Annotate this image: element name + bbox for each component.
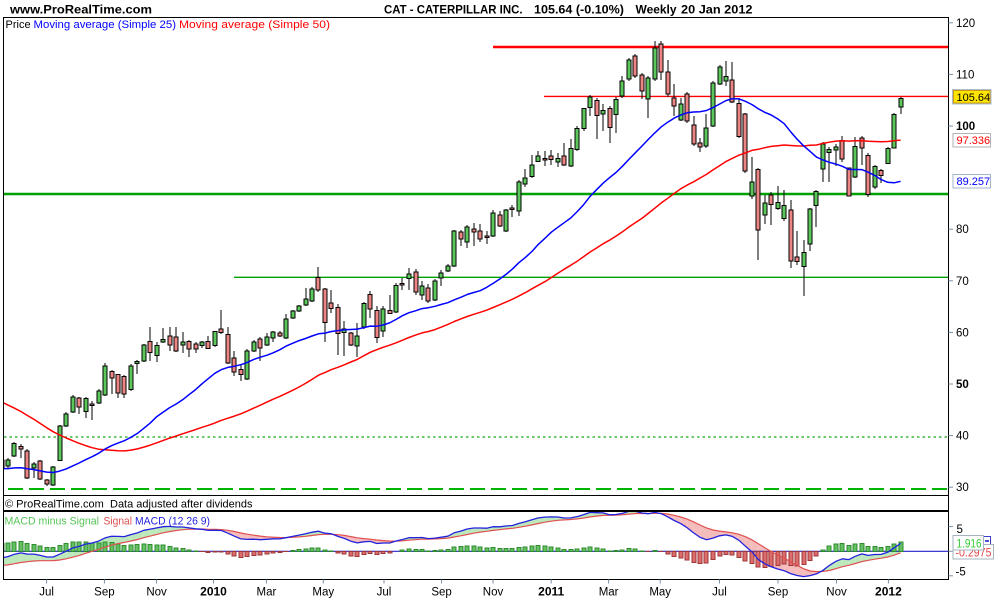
svg-text:-5: -5 <box>956 567 966 579</box>
svg-text:© ProRealTime.com: © ProRealTime.com <box>5 499 104 511</box>
svg-text:Weekly: Weekly <box>636 3 677 17</box>
svg-text:Moving average (Simple 25): Moving average (Simple 25) <box>34 19 177 31</box>
svg-text:2011: 2011 <box>538 585 564 599</box>
svg-text:Sep: Sep <box>431 587 451 599</box>
svg-text:50: 50 <box>956 379 969 391</box>
svg-text:110: 110 <box>956 69 974 81</box>
svg-text:5: 5 <box>957 524 963 536</box>
svg-text:100: 100 <box>956 121 975 133</box>
svg-text:Nov: Nov <box>826 587 847 599</box>
svg-text:120: 120 <box>956 18 975 30</box>
svg-text:60: 60 <box>956 327 969 339</box>
svg-text:Jul: Jul <box>39 587 54 599</box>
svg-text:www.ProRealTime.com: www.ProRealTime.com <box>9 3 152 17</box>
svg-text:Signal: Signal <box>104 516 133 528</box>
svg-text:1.916: 1.916 <box>957 539 982 551</box>
svg-text:MACD minus Signal: MACD minus Signal <box>5 516 100 528</box>
svg-text:Nov: Nov <box>146 587 167 599</box>
svg-text:Mar: Mar <box>256 587 276 599</box>
svg-text:105.64: 105.64 <box>957 92 991 104</box>
svg-text:70: 70 <box>956 276 969 288</box>
svg-text:105.64 (-0.10%): 105.64 (-0.10%) <box>534 3 624 17</box>
svg-text:40: 40 <box>956 431 969 443</box>
svg-text:May: May <box>312 587 334 599</box>
svg-text:Price: Price <box>6 19 31 31</box>
svg-text:20 Jan 2012: 20 Jan 2012 <box>681 3 753 17</box>
svg-text:MACD (12 26 9): MACD (12 26 9) <box>135 516 210 528</box>
svg-text:89.257: 89.257 <box>957 176 991 188</box>
svg-text:Jul: Jul <box>712 587 727 599</box>
svg-text:Jul: Jul <box>377 587 392 599</box>
svg-text:97.336: 97.336 <box>957 135 991 147</box>
svg-text:2010: 2010 <box>200 585 227 599</box>
svg-text:Data adjusted after dividends: Data adjusted after dividends <box>110 499 253 511</box>
svg-text:May: May <box>649 587 671 599</box>
svg-text:2012: 2012 <box>875 585 902 599</box>
svg-text:Mar: Mar <box>599 587 619 599</box>
svg-text:Sep: Sep <box>768 587 788 599</box>
svg-text:Nov: Nov <box>483 587 504 599</box>
svg-text:Sep: Sep <box>94 587 114 599</box>
svg-text:30: 30 <box>956 482 969 494</box>
svg-text:CAT - CATERPILLAR INC.: CAT - CATERPILLAR INC. <box>384 3 523 17</box>
svg-text:80: 80 <box>956 224 969 236</box>
svg-text:Moving average (Simple 50): Moving average (Simple 50) <box>179 19 330 31</box>
